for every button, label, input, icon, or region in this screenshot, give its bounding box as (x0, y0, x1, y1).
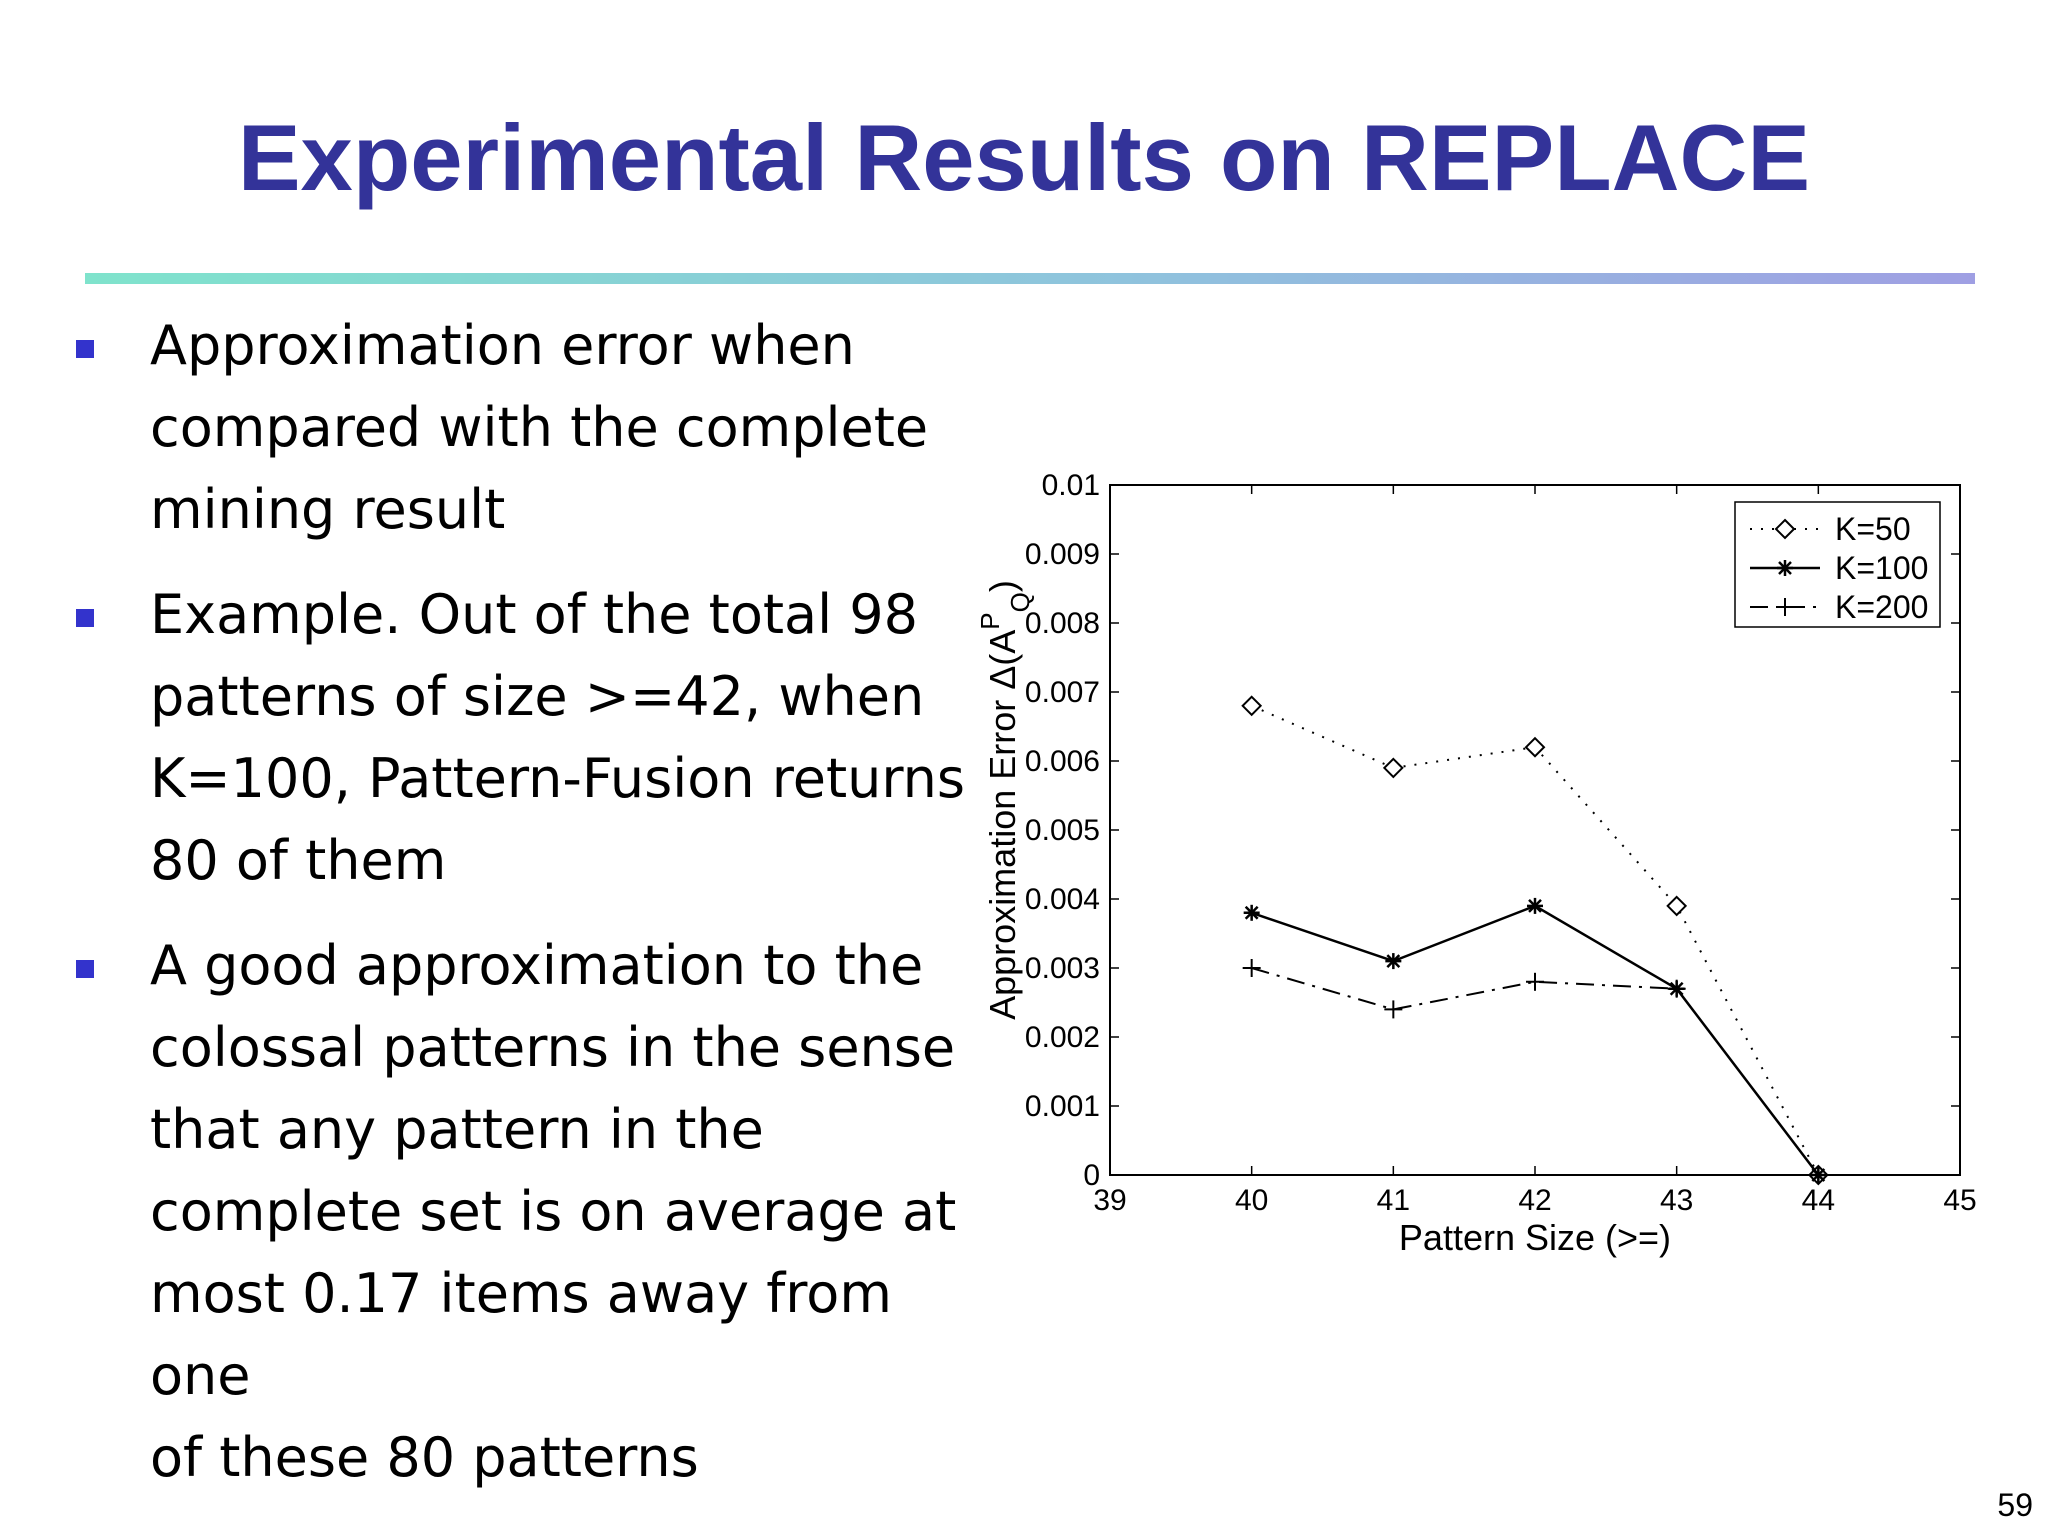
x-tick-label: 43 (1660, 1184, 1693, 1217)
bullet-item: Example. Out of the total 98 patterns of… (73, 574, 973, 902)
slide-title: Experimental Results on REPLACE (237, 105, 1811, 210)
data-point (1384, 1000, 1403, 1019)
data-point (1242, 959, 1261, 977)
x-tick-label: 40 (1235, 1184, 1268, 1217)
x-axis-label: Pattern Size (>=) (1399, 1217, 1671, 1258)
y-tick-label: 0.004 (1025, 883, 1100, 916)
bullet-text: Example. Out of the total 98 patterns of… (150, 583, 965, 892)
y-tick-label: 0.002 (1025, 1021, 1100, 1054)
y-axis-label-main: Approximation Error Δ(A (982, 630, 1023, 1020)
data-point (1385, 953, 1402, 970)
square-bullet-icon (76, 960, 94, 978)
bullet-item: Approximation error when compared with t… (73, 305, 973, 551)
x-tick-label: 42 (1518, 1184, 1551, 1217)
y-tick-label: 0.001 (1025, 1090, 1100, 1123)
plus-marker (1776, 598, 1794, 616)
title-divider (85, 273, 1975, 284)
series-layer (1241, 695, 1829, 1186)
x-tick-label: 39 (1093, 1184, 1126, 1217)
data-point (1241, 695, 1263, 717)
legend-box (1734, 501, 1941, 628)
plus-marker (1242, 959, 1261, 977)
legend-label: K=50 (1835, 511, 1911, 547)
legend-entry: K=100 (1750, 550, 1928, 586)
data-point (1382, 757, 1404, 779)
y-tick-label: 0.008 (1025, 607, 1100, 640)
bullet-text: A good approximation to the colossal pat… (150, 934, 957, 1489)
page-number: 59 (1997, 1487, 2033, 1523)
y-axis-label: Approximation Error Δ(APQ) (975, 580, 1035, 1020)
data-point (1243, 904, 1260, 921)
y-tick-label: 0 (1083, 1159, 1100, 1192)
diamond-marker (1524, 736, 1546, 758)
diamond-marker (1774, 518, 1796, 540)
x-tick-label: 44 (1802, 1184, 1835, 1217)
axis-ticks: 39 40 41 42 43 44 45 0 0.001 0.002 0.003 0.004 0.005… (1025, 469, 1977, 1217)
data-point (1526, 972, 1544, 991)
y-tick-label: 0.01 (1042, 469, 1100, 502)
diamond-marker (1666, 895, 1688, 917)
legend-label: K=100 (1835, 550, 1928, 586)
bullet-text: Approximation error when compared with t… (150, 314, 929, 541)
data-point (1667, 979, 1686, 998)
plus-marker (1809, 1166, 1828, 1184)
y-tick-label: 0.003 (1025, 952, 1100, 985)
y-axis-label-subscript: Q (1005, 592, 1035, 612)
square-bullet-icon (76, 609, 94, 627)
diamond-marker (1382, 757, 1404, 779)
legend-entry: K=200 (1750, 589, 1928, 625)
bullet-item: A good approximation to the colossal pat… (73, 925, 973, 1499)
data-point (1666, 895, 1688, 917)
bullet-list: Approximation error when compared with t… (73, 305, 973, 1522)
line-chart: 39 40 41 42 43 44 45 0 0.001 0.002 0.003 0.004 0.005… (975, 469, 1977, 1258)
y-tick-label: 0.007 (1025, 676, 1100, 709)
y-axis-label-end: ) (982, 580, 1023, 592)
star-marker (1777, 560, 1793, 576)
plus-marker (1526, 972, 1544, 991)
legend-entry: K=50 (1750, 511, 1911, 547)
legend-label: K=200 (1835, 589, 1928, 625)
star-marker (1385, 953, 1402, 970)
y-tick-label: 0.005 (1025, 814, 1100, 847)
series-K=200 (1242, 959, 1828, 1184)
plus-marker (1384, 1000, 1403, 1019)
data-point (1809, 1166, 1828, 1184)
data-point (1527, 897, 1543, 914)
data-point (1524, 736, 1546, 758)
star-marker (1243, 904, 1260, 921)
y-axis-label-superscript: P (975, 612, 1005, 629)
square-bullet-icon (76, 340, 94, 358)
star-marker (1527, 897, 1543, 914)
x-tick-label: 45 (1943, 1184, 1976, 1217)
approximation-error-chart: 39 40 41 42 43 44 45 0 0.001 0.002 0.003 0.004 0.005… (940, 460, 2000, 1280)
y-tick-label: 0.006 (1025, 745, 1100, 778)
y-tick-label: 0.009 (1025, 538, 1100, 571)
x-tick-label: 41 (1377, 1184, 1410, 1217)
diamond-marker (1241, 695, 1263, 717)
plus-marker (1667, 979, 1686, 998)
